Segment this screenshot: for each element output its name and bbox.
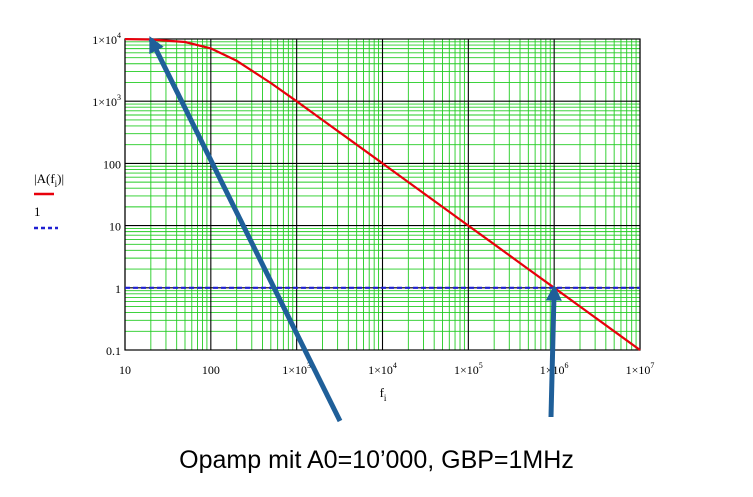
- arrow-to-crossover: [545, 284, 562, 418]
- x-tick-label: 10: [119, 363, 131, 377]
- annotation-arrows: [148, 36, 562, 423]
- legend: |A(fi)| 1: [34, 171, 64, 230]
- y-tick-label: 100: [103, 157, 121, 171]
- x-tick-label: 100: [202, 363, 220, 377]
- legend-label-a: |A(fi)|: [34, 171, 64, 189]
- x-axis-label: fi: [380, 385, 387, 403]
- x-tick-label: 1×103: [282, 361, 311, 377]
- y-tick-label: 1×104: [92, 31, 121, 47]
- plot-frame: [124, 38, 641, 351]
- caption: Opamp mit A0=10’000, GBP=1MHz: [179, 446, 574, 474]
- plot-border: [124, 38, 641, 351]
- y-tick-label: 1: [115, 282, 121, 296]
- legend-label-one: 1: [34, 204, 41, 219]
- grid: [124, 38, 641, 351]
- y-tick-label: 10: [109, 220, 121, 234]
- x-tick-label: 1×105: [454, 361, 483, 377]
- x-tick-label: 1×104: [368, 361, 397, 377]
- arrow-to-dc-gain: [148, 36, 343, 423]
- x-tick-label: 1×107: [626, 361, 655, 377]
- y-tick-label: 0.1: [106, 344, 121, 358]
- y-tick-labels: 1×104 1×103 100 10 1 0.1: [92, 31, 121, 358]
- y-tick-label: 1×103: [92, 93, 121, 109]
